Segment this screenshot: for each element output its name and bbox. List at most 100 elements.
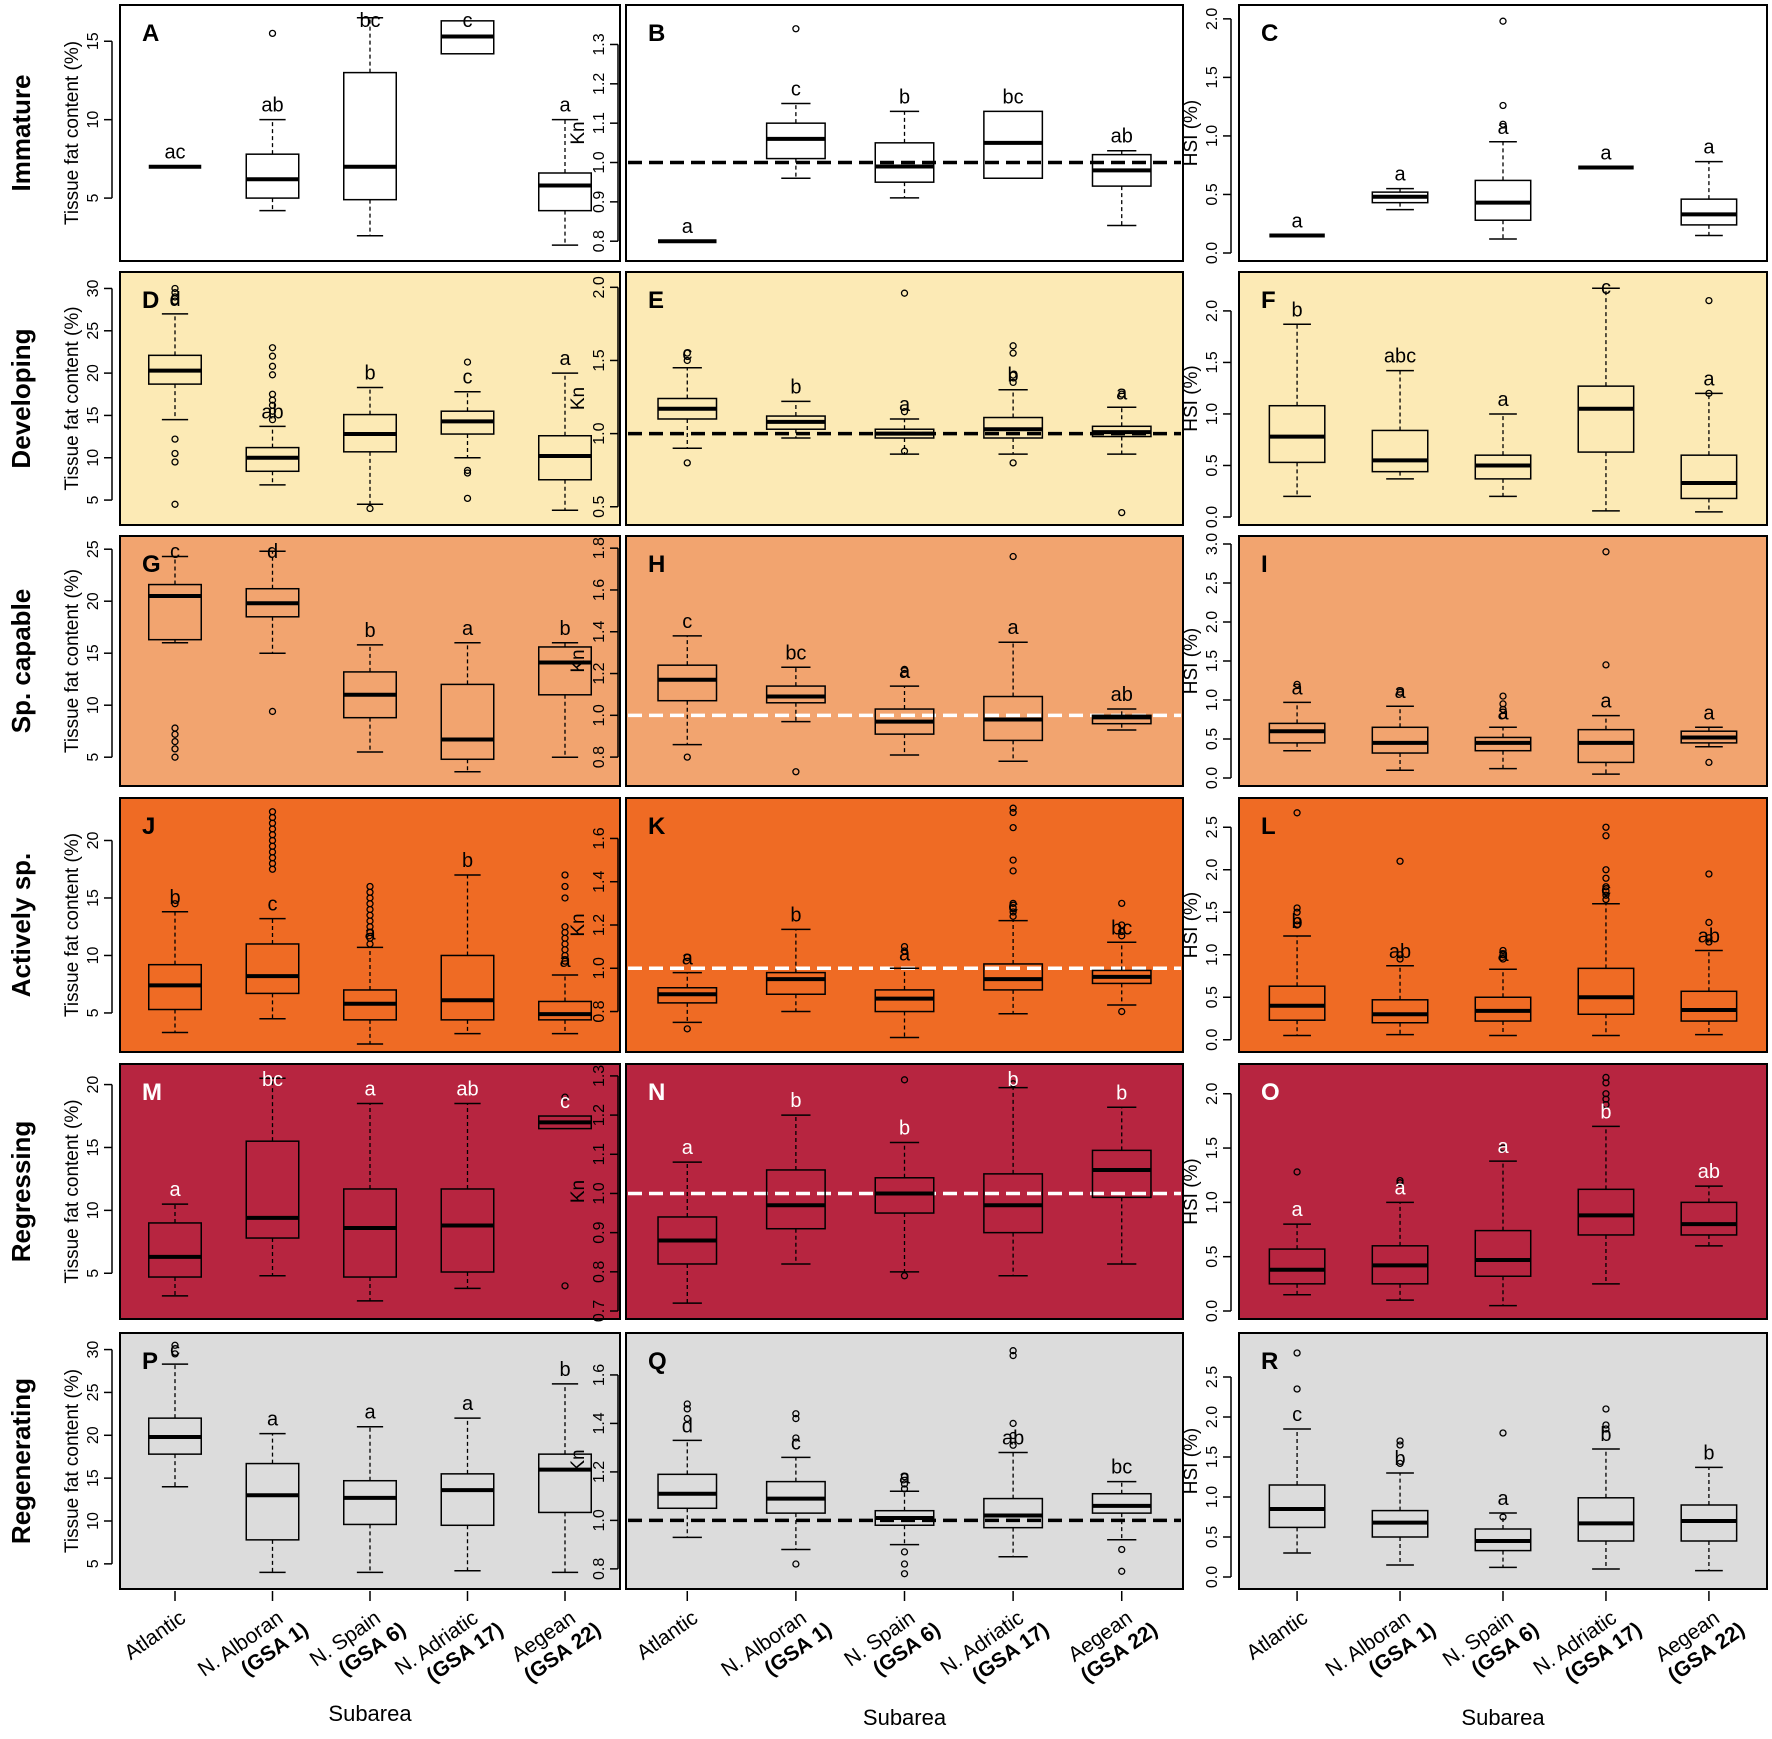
y-tick-label: 1.5 [1204, 1446, 1221, 1468]
box-1: a [658, 216, 717, 244]
significance-letter: b [1008, 365, 1019, 387]
box-iqr [1577, 385, 1635, 453]
outlier-point [1602, 1100, 1610, 1109]
box-2: ab [245, 344, 300, 486]
box-iqr [1268, 1248, 1326, 1285]
outlier-point [900, 1473, 909, 1481]
box-iqr [1577, 967, 1635, 1015]
box-1: c [657, 611, 718, 761]
y-tick-label: 1.5 [1204, 351, 1221, 373]
box-3: b [874, 1076, 935, 1280]
outlier-point [1499, 1429, 1507, 1437]
outlier-point [171, 284, 179, 293]
box-iqr [1680, 198, 1738, 226]
significance-letter: a [1394, 164, 1406, 186]
box-4: c [983, 804, 1044, 1015]
outlier-point [1118, 508, 1126, 517]
box-iqr [1577, 1497, 1635, 1542]
y-tick-label: 15 [85, 406, 102, 424]
outlier-point [171, 1341, 179, 1349]
outlier-point [1009, 867, 1017, 875]
box-5: a [1680, 296, 1738, 513]
outlier-point [683, 753, 691, 761]
x-axis-title: Subarea [328, 1701, 412, 1726]
outlier-point [900, 1548, 909, 1556]
outlier-point [792, 25, 800, 33]
outlier-point [1009, 856, 1017, 864]
box-iqr [343, 71, 397, 201]
box-iqr [765, 1169, 826, 1230]
outlier-point [1705, 758, 1713, 767]
outlier-point [1293, 908, 1301, 916]
y-tick-label: 1.2 [591, 914, 608, 936]
outlier-point [268, 344, 277, 352]
outlier-point [268, 407, 277, 415]
outlier-point [561, 1093, 569, 1101]
y-tick-label: 1.0 [1204, 944, 1221, 966]
significance-letter: a [1116, 382, 1128, 404]
box-2: b [765, 376, 826, 439]
outlier-point [900, 1272, 909, 1280]
panel-b: 0.8 0.9 1.0 1.1 1.2 1.3 Kn a c b bc ab B [568, 4, 1184, 262]
box-3: a [1474, 1429, 1532, 1569]
outlier-point [1499, 955, 1507, 963]
significance-letter: a [1497, 944, 1509, 966]
outlier-point [1009, 1419, 1017, 1428]
x-axis-title: Subarea [1461, 1705, 1545, 1730]
box-3: a [343, 1402, 397, 1574]
box-iqr [440, 1473, 495, 1527]
box-iqr [148, 583, 202, 641]
y-tick-label: 1.5 [1204, 1137, 1221, 1159]
outlier-point [268, 352, 277, 360]
box-1: a [1269, 210, 1325, 238]
box-iqr [538, 172, 592, 212]
y-tick-label: 10 [85, 449, 102, 467]
panel-background [1238, 271, 1768, 526]
y-axis: 0.7 0.8 0.9 1.0 1.1 1.2 1.3 Kn [568, 1065, 619, 1322]
outlier-point [1009, 1441, 1017, 1449]
box-4: a [440, 618, 495, 773]
y-tick-label: 5 [85, 1008, 102, 1017]
box-1: c [148, 1339, 202, 1488]
outlier-point [463, 469, 472, 477]
y-axis: 0.0 0.5 1.0 1.5 2.0 HSI (%) [1181, 8, 1232, 264]
box-iqr [245, 943, 300, 995]
outlier-point [1705, 870, 1713, 878]
box-5: a [538, 871, 592, 1035]
box-4: ab [440, 1078, 495, 1290]
y-tick-label: 0.0 [1204, 1300, 1221, 1322]
y-tick-label: 0.8 [591, 1000, 608, 1022]
y-tick-label: 1.0 [591, 957, 608, 979]
y-tick-label: 1.0 [1204, 125, 1221, 147]
significance-letter: b [790, 1090, 801, 1112]
significance-letter: b [364, 362, 375, 384]
x-axis-col-1: Atlantic N. Alboran(GSA 1)N. Spain(GSA 6)… [120, 1591, 605, 1726]
outlier-point [792, 1434, 800, 1442]
y-tick-label: 0.8 [591, 1261, 608, 1283]
box-iqr [657, 664, 718, 702]
box-2: c [765, 25, 826, 179]
y-tick-label: 0.8 [591, 1558, 608, 1580]
box-iqr [874, 989, 935, 1013]
outlier-point [1009, 349, 1017, 357]
y-axis: 0.0 0.5 1.0 1.5 2.0 HSI (%) [1181, 1083, 1232, 1322]
significance-letter: c [463, 10, 473, 32]
box-4: b [983, 342, 1044, 467]
outlier-point [900, 665, 909, 674]
outlier-point [1602, 883, 1610, 891]
y-tick-label: 10 [85, 111, 102, 129]
box-2: ab [245, 29, 300, 212]
x-tick-label: Aegean(GSA 22) [506, 1598, 605, 1687]
panel-letter: J [142, 813, 155, 840]
outlier-point [463, 494, 472, 503]
panel-background [119, 797, 621, 1053]
box-4: b [1577, 1405, 1635, 1570]
y-axis: 0.5 1.0 1.5 2.0 Kn [568, 276, 619, 518]
outlier-point [1705, 296, 1713, 305]
significance-letter: ab [261, 95, 283, 117]
y-tick-label: 2.0 [1204, 611, 1221, 633]
outlier-point [900, 1485, 909, 1493]
y-tick-label: 0.9 [591, 1221, 608, 1243]
box-5: ab [1091, 126, 1152, 227]
